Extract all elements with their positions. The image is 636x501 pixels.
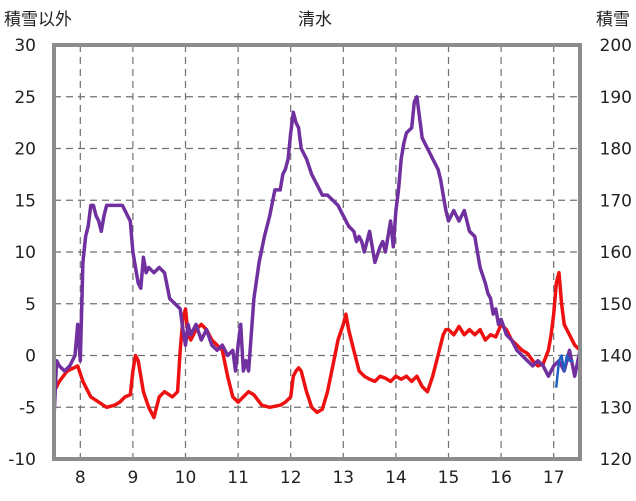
y-right-tick-label: 190 [600, 88, 632, 108]
y-right-tick-label: 120 [600, 450, 632, 470]
chart-title: 清水 [298, 10, 332, 30]
x-tick-label: 15 [438, 468, 460, 488]
y-left-tick-label: -10 [8, 450, 36, 470]
x-tick-label: 9 [127, 468, 138, 488]
x-tick-label: 10 [175, 468, 197, 488]
y-right-tick-label: 170 [600, 191, 632, 211]
x-tick-label: 17 [543, 468, 565, 488]
x-tick-label: 14 [385, 468, 407, 488]
x-tick-label: 13 [332, 468, 354, 488]
x-tick-label: 11 [227, 468, 249, 488]
y-left-tick-label: 0 [25, 347, 36, 367]
series-line-2 [52, 95, 582, 420]
y-right-tick-label: 200 [600, 36, 632, 56]
y-left-tick-label: 20 [14, 140, 36, 160]
x-tick-label: 8 [75, 468, 86, 488]
x-tick-label: 12 [280, 468, 302, 488]
y-right-tick-label: 140 [600, 347, 632, 367]
y-left-tick-label: 25 [14, 88, 36, 108]
x-tick-label: 16 [490, 468, 512, 488]
y-left-tick-label: 15 [14, 191, 36, 211]
y-right-tick-label: 150 [600, 295, 632, 315]
right-axis-label: 積雪 [596, 10, 630, 30]
left-axis-label: 積雪以外 [4, 10, 72, 30]
axis-labels: 30 200 25 190 20 180 15 170 10 160 5 150 0 140 -5 130 -1… [8, 36, 632, 488]
y-left-tick-label: 5 [25, 295, 36, 315]
series-lines [52, 95, 582, 420]
y-right-tick-label: 160 [600, 243, 632, 263]
y-left-tick-label: 30 [14, 36, 36, 56]
plot-frame [52, 43, 582, 461]
series-line-3 [555, 354, 574, 388]
y-right-tick-label: 130 [600, 398, 632, 418]
y-left-tick-label: -5 [19, 398, 36, 418]
y-right-tick-label: 180 [600, 140, 632, 160]
y-left-tick-label: 10 [14, 243, 36, 263]
